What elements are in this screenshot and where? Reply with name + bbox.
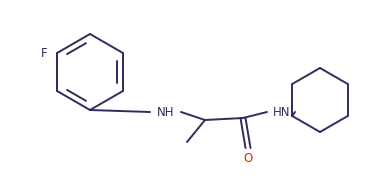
Text: HN: HN bbox=[273, 105, 291, 119]
Text: O: O bbox=[243, 152, 253, 164]
Text: NH: NH bbox=[157, 105, 175, 119]
Text: F: F bbox=[41, 46, 47, 60]
